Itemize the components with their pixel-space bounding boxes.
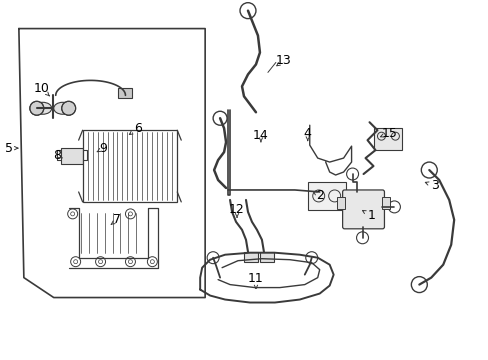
Circle shape — [74, 260, 78, 264]
Circle shape — [99, 260, 102, 264]
Text: 15: 15 — [381, 127, 397, 140]
Circle shape — [30, 101, 44, 115]
Bar — [382, 197, 389, 209]
Text: 10: 10 — [34, 82, 50, 95]
Text: 14: 14 — [253, 129, 268, 142]
Circle shape — [128, 212, 132, 216]
Bar — [118, 88, 132, 98]
Text: 2: 2 — [315, 189, 323, 202]
Bar — [307, 182, 345, 210]
Bar — [244, 252, 258, 262]
Bar — [82, 130, 177, 202]
Bar — [260, 252, 273, 262]
Circle shape — [150, 260, 154, 264]
Ellipse shape — [34, 102, 52, 114]
Text: 1: 1 — [367, 210, 375, 222]
Text: 11: 11 — [247, 272, 264, 285]
Text: 8: 8 — [53, 149, 61, 162]
FancyBboxPatch shape — [342, 190, 384, 229]
Ellipse shape — [54, 102, 72, 114]
Text: 7: 7 — [113, 213, 121, 226]
Circle shape — [128, 260, 132, 264]
Text: 13: 13 — [275, 54, 291, 67]
Bar — [83, 148, 102, 162]
Bar — [374, 128, 402, 150]
Circle shape — [61, 101, 76, 115]
Text: 4: 4 — [303, 127, 311, 140]
Text: 9: 9 — [100, 141, 107, 155]
Text: 3: 3 — [430, 180, 438, 193]
Text: 6: 6 — [134, 122, 142, 135]
Bar — [336, 197, 344, 209]
Bar — [61, 148, 82, 164]
Text: 5: 5 — [5, 141, 13, 155]
Text: 12: 12 — [229, 203, 244, 216]
Circle shape — [71, 212, 75, 216]
